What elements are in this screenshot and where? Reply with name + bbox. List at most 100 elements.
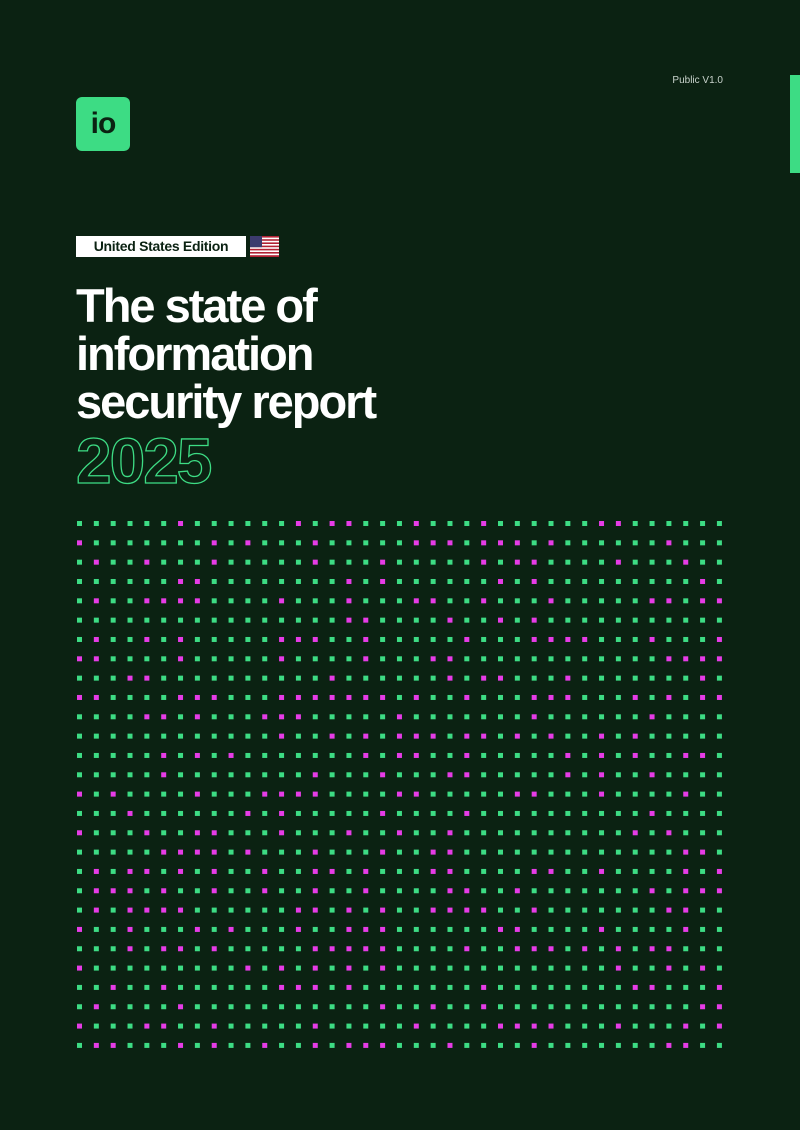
dot: [683, 830, 689, 836]
dot: [481, 772, 487, 778]
dot: [93, 617, 99, 623]
dot: [110, 830, 116, 836]
dot: [716, 656, 722, 662]
dot: [464, 1042, 470, 1048]
dot: [93, 636, 99, 642]
dot: [346, 598, 352, 604]
dot: [380, 656, 386, 662]
dot: [396, 830, 402, 836]
dot: [329, 733, 335, 739]
dot: [295, 772, 301, 778]
dot: [279, 636, 285, 642]
dot: [211, 965, 217, 971]
dot: [211, 636, 217, 642]
dot: [295, 540, 301, 546]
dot: [110, 598, 116, 604]
dot: [599, 965, 605, 971]
dot: [514, 752, 520, 758]
dot: [481, 733, 487, 739]
dot: [346, 810, 352, 816]
dot: [329, 810, 335, 816]
dot: [565, 675, 571, 681]
dot: [447, 984, 453, 990]
dot: [329, 714, 335, 720]
dot: [211, 946, 217, 952]
dot: [632, 617, 638, 623]
dot: [683, 810, 689, 816]
dot: [413, 714, 419, 720]
dot: [312, 810, 318, 816]
dot: [346, 656, 352, 662]
dot: [531, 617, 537, 623]
dot: [178, 791, 184, 797]
dot: [161, 1042, 167, 1048]
dot: [312, 907, 318, 913]
dot: [649, 636, 655, 642]
dot: [93, 694, 99, 700]
dot: [666, 984, 672, 990]
dot: [565, 772, 571, 778]
dot: [262, 926, 268, 932]
dot: [599, 830, 605, 836]
dot: [144, 540, 150, 546]
dot: [110, 1042, 116, 1048]
dot: [632, 1023, 638, 1029]
us-flag: [250, 236, 279, 257]
dot: [683, 965, 689, 971]
dot: [245, 694, 251, 700]
dot: [413, 1004, 419, 1010]
dot: [514, 733, 520, 739]
dot: [110, 578, 116, 584]
dot: [498, 791, 503, 797]
dot: [346, 965, 352, 971]
dot: [228, 810, 234, 816]
dot: [329, 868, 335, 874]
dot: [380, 984, 386, 990]
dot: [413, 830, 419, 836]
dot: [700, 791, 706, 797]
dot: [329, 675, 335, 681]
dot: [683, 752, 689, 758]
dot: [380, 733, 386, 739]
dot: [295, 1004, 301, 1010]
dot: [178, 694, 184, 700]
dot: [380, 965, 386, 971]
dot: [279, 907, 285, 913]
dot: [413, 656, 419, 662]
dot: [279, 598, 285, 604]
dot: [548, 656, 554, 662]
dot: [615, 617, 621, 623]
dot: [396, 752, 402, 758]
dot: [531, 946, 537, 952]
dot: [127, 868, 133, 874]
dot: [430, 1042, 436, 1048]
dot: [481, 656, 487, 662]
dot: [700, 714, 706, 720]
dot: [582, 849, 588, 855]
dot: [211, 694, 217, 700]
dot: [632, 888, 638, 894]
dot: [245, 1042, 251, 1048]
dot: [582, 868, 588, 874]
dot: [649, 984, 655, 990]
dot: [144, 1042, 150, 1048]
dot: [380, 1023, 386, 1029]
dot: [649, 926, 655, 932]
dot: [161, 578, 167, 584]
dot: [666, 656, 672, 662]
dot: [632, 1004, 638, 1010]
dot: [312, 636, 318, 642]
dot: [194, 1042, 200, 1048]
dot: [430, 617, 436, 623]
dot: [329, 636, 335, 642]
dot: [700, 984, 706, 990]
dot: [514, 598, 520, 604]
dot: [430, 559, 436, 565]
dot: [245, 559, 251, 565]
dot: [716, 617, 722, 623]
dot: [615, 965, 621, 971]
dot: [77, 926, 82, 932]
dot: [430, 849, 436, 855]
dot: [161, 733, 167, 739]
dot: [666, 946, 672, 952]
